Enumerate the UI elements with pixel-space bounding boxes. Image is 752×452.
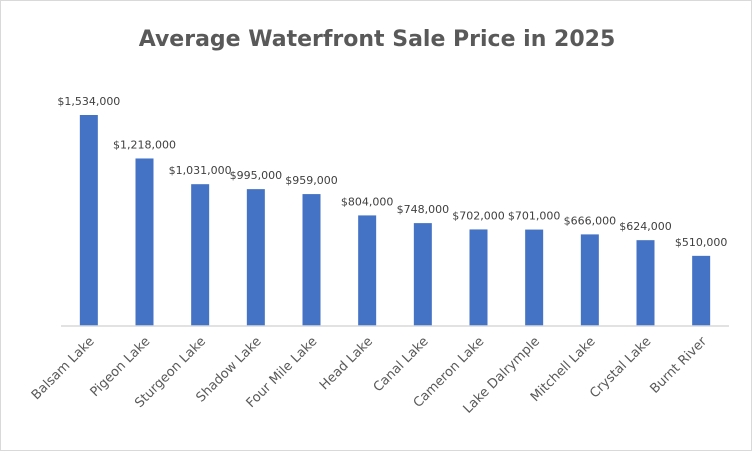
bar — [580, 234, 599, 326]
bar — [246, 189, 265, 326]
data-label: $702,000 — [452, 209, 505, 222]
data-label: $995,000 — [230, 169, 283, 182]
bar — [525, 229, 544, 326]
data-label: $804,000 — [341, 195, 394, 208]
data-label: $666,000 — [564, 214, 617, 227]
bar — [135, 158, 154, 326]
bars-group — [79, 115, 711, 326]
x-tick-label: Canal Lake — [371, 334, 432, 395]
bar — [79, 115, 98, 326]
bar — [191, 184, 210, 326]
bar — [469, 229, 488, 326]
bar — [302, 194, 321, 326]
x-tick-label: Head Lake — [317, 334, 376, 393]
x-tick-label: Burnt River — [647, 334, 710, 397]
data-label: $510,000 — [675, 236, 728, 249]
bar — [358, 215, 377, 326]
data-labels-group: $1,534,000 $1,218,000 $1,031,000$995,000 $9… — [57, 95, 727, 249]
data-label: $959,000 — [285, 174, 338, 187]
data-label: $1,534,000 — [57, 95, 120, 108]
bar — [413, 223, 432, 326]
data-label: $624,000 — [619, 220, 672, 233]
bar — [636, 240, 655, 326]
data-label: $1,031,000 — [169, 164, 232, 177]
chart-title: Average Waterfront Sale Price in 2025 — [139, 27, 616, 52]
data-label: $748,000 — [397, 203, 450, 216]
bar — [692, 255, 711, 326]
x-tick-label: Balsam Lake — [29, 334, 98, 403]
data-label: $701,000 — [508, 210, 561, 223]
data-label: $1,218,000 — [113, 138, 176, 151]
